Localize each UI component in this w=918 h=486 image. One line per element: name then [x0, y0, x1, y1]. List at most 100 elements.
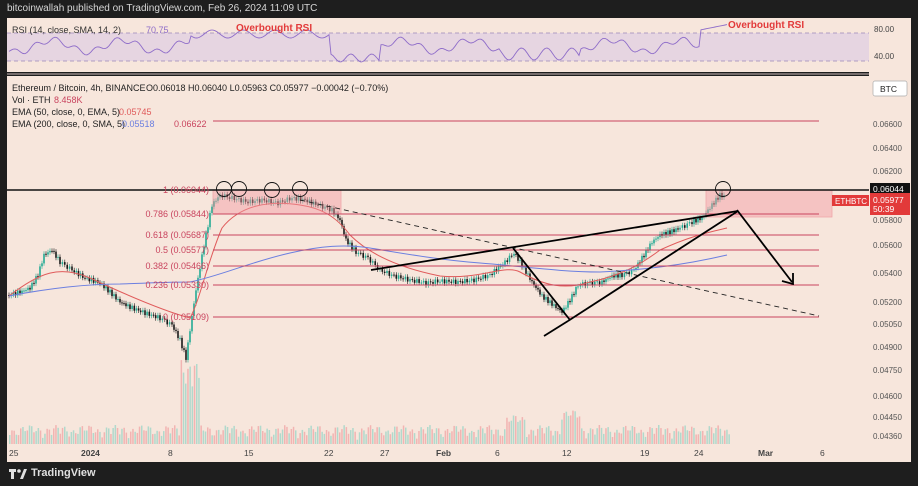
candle-body — [315, 201, 317, 205]
volume-bar — [636, 433, 638, 444]
volume-bar — [218, 429, 220, 444]
volume-bar — [510, 420, 513, 444]
candle-body — [697, 217, 699, 223]
top-circle-3 — [264, 182, 280, 198]
candle-body — [111, 289, 113, 297]
price-tick: 0.04600 — [873, 392, 902, 401]
volume-bar — [455, 426, 458, 444]
volume-bar — [552, 435, 554, 444]
candle-body — [51, 250, 53, 252]
candle-body — [183, 348, 185, 350]
volume-bar — [446, 429, 449, 444]
candle-body — [94, 280, 97, 283]
volume-bar — [383, 435, 385, 444]
volume-bar — [581, 428, 583, 444]
candle-body — [521, 259, 523, 268]
volume-bar — [638, 432, 640, 444]
volume-bar — [499, 435, 502, 444]
candle-body — [386, 270, 388, 273]
candle-body — [715, 197, 717, 205]
volume-bar — [537, 428, 539, 444]
volume-bar — [361, 428, 363, 444]
volume-bar — [328, 431, 330, 444]
volume-bar — [244, 433, 246, 444]
candle-body — [53, 250, 55, 252]
candle-body — [579, 285, 582, 287]
price-tick: 0.06200 — [873, 167, 902, 176]
dashed-trendline — [299, 199, 820, 317]
volume-bar — [332, 433, 334, 444]
volume-bar — [112, 428, 114, 444]
volume-bar — [33, 432, 35, 444]
volume-bar — [262, 431, 264, 444]
candle-body — [217, 197, 219, 201]
candle-body — [45, 253, 47, 255]
candle-body — [569, 301, 571, 303]
candle-body — [388, 270, 391, 276]
volume-bar — [235, 429, 238, 444]
candle-body — [499, 266, 502, 268]
candle-body — [486, 275, 489, 279]
candle-body — [207, 227, 209, 233]
volume-bar — [55, 425, 57, 444]
candle-body — [55, 251, 57, 258]
volume-bar — [594, 434, 596, 444]
volume-bar — [680, 432, 682, 444]
candle-body — [450, 281, 452, 283]
candle-body — [240, 198, 242, 203]
candle-body — [510, 255, 513, 257]
volume-bar — [583, 431, 585, 444]
volume-bar — [99, 431, 101, 444]
time-tick: 12 — [562, 448, 572, 458]
volume-bar — [284, 425, 286, 444]
volume-bar — [108, 428, 110, 444]
candle-body — [422, 280, 425, 283]
candle-body — [376, 265, 379, 270]
candle-body — [635, 268, 637, 270]
candle-body — [274, 201, 277, 203]
volume-bar — [202, 430, 205, 444]
candle-body — [525, 266, 527, 274]
volume-bar — [702, 430, 704, 444]
candle-body — [448, 279, 450, 282]
candle-body — [66, 264, 68, 269]
candle-body — [707, 209, 709, 213]
candle-body — [219, 194, 221, 198]
candle-body — [272, 201, 275, 204]
candle-body — [673, 229, 675, 233]
candle-body — [256, 199, 259, 201]
volume-bar — [413, 433, 416, 444]
volume-bar — [224, 425, 227, 444]
candle-body — [127, 304, 129, 307]
volume-bar — [323, 433, 326, 444]
candle-body — [561, 310, 563, 313]
chart-legend: Ethereum / Bitcoin, 4h, BINANCE O0.06018… — [12, 83, 388, 129]
volume-bar — [471, 430, 473, 444]
candle-body — [466, 279, 468, 283]
main-pane[interactable] — [7, 76, 869, 445]
volume-bar — [493, 434, 495, 444]
volume-bar — [299, 433, 301, 444]
candle-body — [59, 256, 61, 265]
volume-bar — [259, 425, 262, 444]
candle-body — [713, 203, 715, 205]
currency-button[interactable] — [872, 80, 908, 97]
candle-body — [695, 219, 697, 223]
volume-bar — [484, 433, 486, 444]
candle-body — [598, 281, 601, 285]
volume-bar — [640, 429, 642, 444]
volume-bar — [556, 431, 559, 444]
volume-bar — [526, 437, 528, 444]
volume-bar — [264, 432, 266, 444]
price-chart[interactable]: RSI (14, close, SMA, 14, 2) 70.75 Overbo… — [0, 0, 918, 462]
candle-body — [258, 199, 261, 203]
volume-bar — [614, 432, 616, 444]
volume-bar — [512, 415, 515, 444]
volume-bar — [149, 427, 152, 444]
volume-bar — [699, 431, 702, 444]
candle-body — [228, 197, 231, 199]
time-tick: 24 — [694, 448, 704, 458]
price-tick: 0.05050 — [873, 320, 902, 329]
candle-body — [555, 304, 557, 309]
candle-body — [577, 286, 579, 288]
